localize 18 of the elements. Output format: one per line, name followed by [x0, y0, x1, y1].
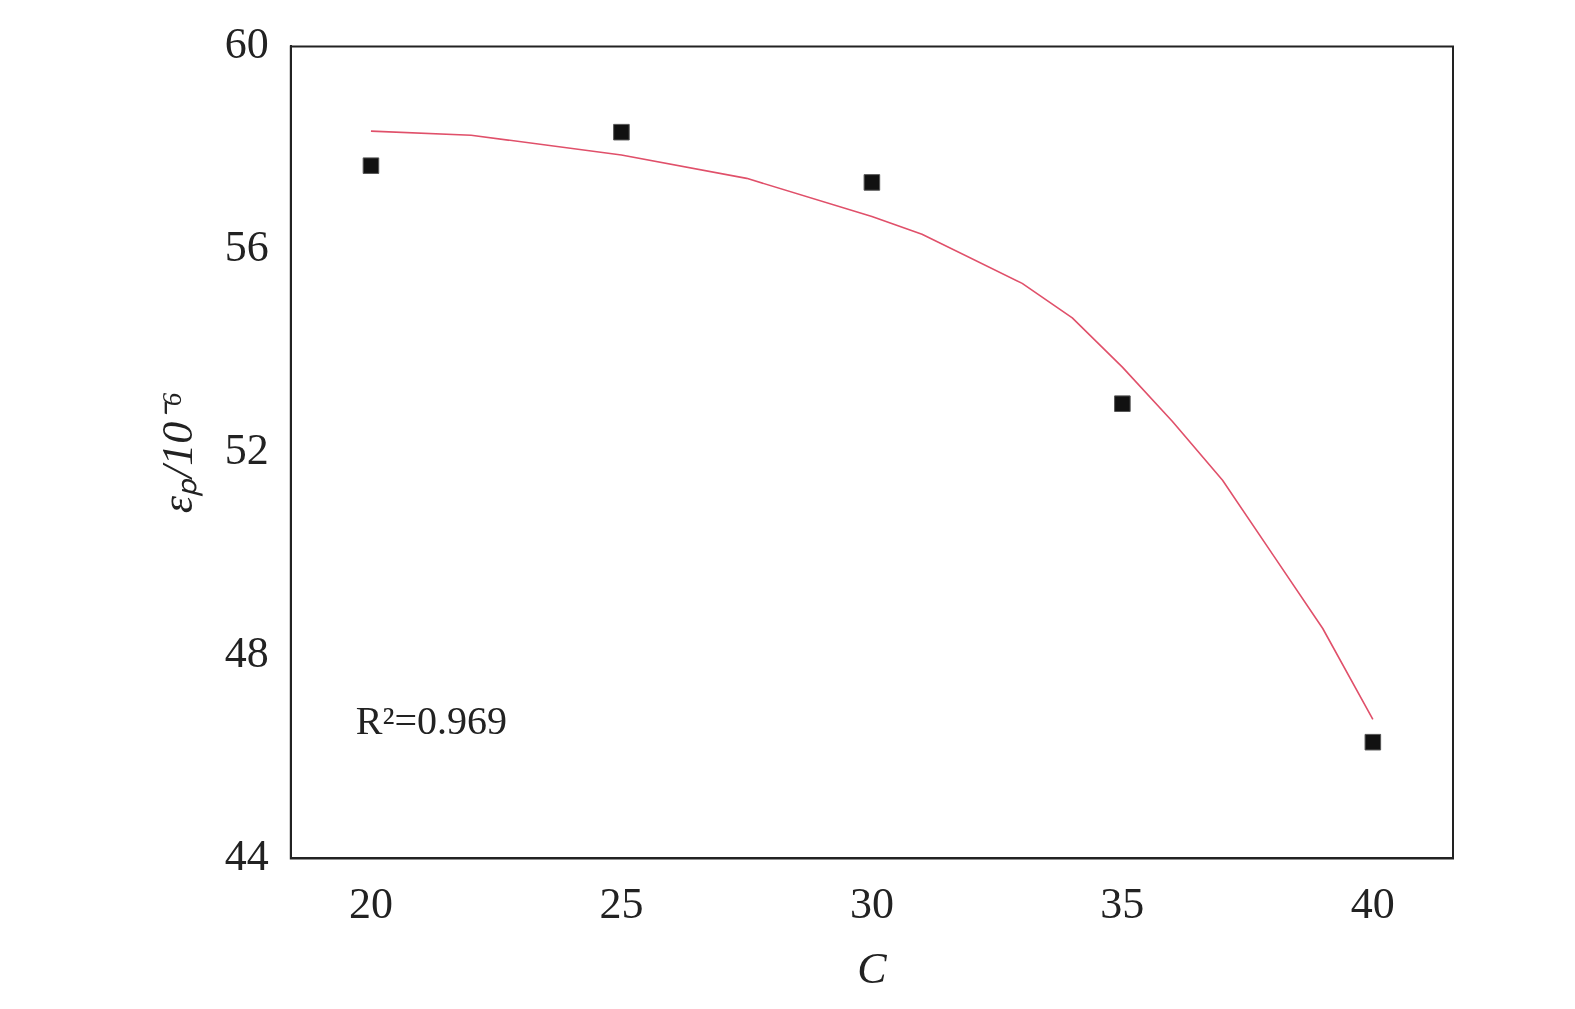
y-tick-label: 48 [224, 627, 269, 677]
y-tick-label: 52 [224, 424, 269, 474]
x-axis-title: C [857, 944, 888, 994]
x-tick-label: 20 [348, 879, 393, 929]
x-tick-label: 35 [1100, 879, 1145, 929]
point [613, 123, 630, 141]
y-tick-label: 60 [224, 18, 269, 68]
x-tick-label: 25 [599, 879, 644, 929]
y-tick-label: 44 [224, 830, 269, 880]
y-axis-title: εₚ/10⁻⁶ [152, 391, 203, 514]
point [863, 174, 881, 191]
x-tick-label: 30 [849, 879, 894, 929]
x-tick-label: 40 [1350, 879, 1395, 929]
point [362, 157, 380, 174]
y-tick-label: 56 [224, 221, 269, 271]
point [1114, 395, 1131, 412]
point [1364, 733, 1382, 751]
annotation: R²=0.969 [355, 697, 508, 743]
